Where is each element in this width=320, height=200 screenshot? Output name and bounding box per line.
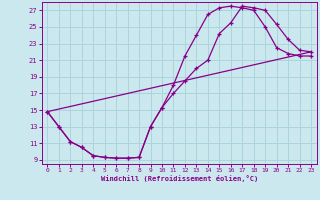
X-axis label: Windchill (Refroidissement éolien,°C): Windchill (Refroidissement éolien,°C) [100,175,258,182]
